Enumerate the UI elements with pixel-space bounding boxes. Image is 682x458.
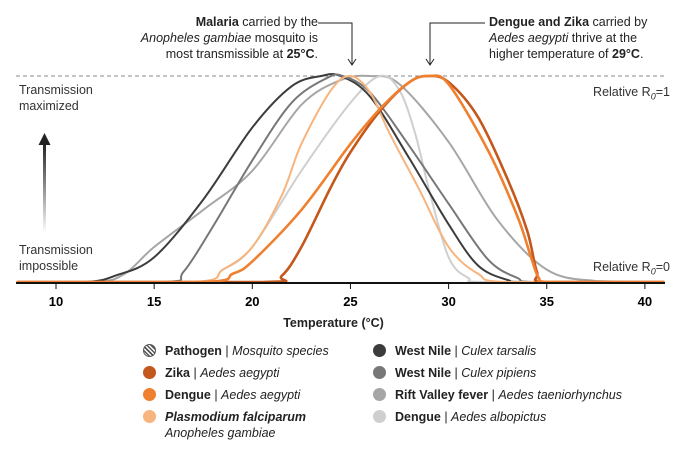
label-top-left-line2: maximized bbox=[19, 99, 79, 113]
label-relative-r0-1: Relative R0=1 bbox=[593, 84, 670, 105]
label-r0-sub: 0 bbox=[650, 266, 656, 277]
legend-item: Dengue | Aedes albopictus bbox=[373, 409, 546, 425]
label-bottom-left-line1: Transmission bbox=[19, 243, 93, 257]
annotation-left-temp: 25°C bbox=[286, 47, 315, 61]
x-tick-label: 30 bbox=[441, 294, 455, 309]
legend-swatch-icon bbox=[143, 410, 156, 423]
legend-swatch-icon bbox=[143, 388, 156, 401]
legend-item: Rift Valley fever | Aedes taeniorhynchus bbox=[373, 387, 622, 403]
annotation-left-text2: mosquito is bbox=[251, 31, 318, 45]
legend-item: Pathogen | Mosquito species bbox=[143, 343, 329, 359]
x-tick-label: 10 bbox=[49, 294, 63, 309]
label-r0-sub: 0 bbox=[650, 91, 656, 102]
legend-swatch-icon bbox=[143, 344, 156, 357]
legend-pathogen: Plasmodium falciparum bbox=[165, 410, 307, 424]
label-transmission-maximized: Transmission maximized bbox=[19, 82, 93, 114]
label-r0-val: =1 bbox=[655, 85, 670, 99]
legend-mosquito: Aedes aegypti bbox=[221, 388, 301, 402]
x-tick-label: 25 bbox=[343, 294, 357, 309]
legend-mosquito: Aedes taeniorhynchus bbox=[498, 388, 623, 402]
legend-pathogen: Dengue bbox=[395, 410, 441, 424]
series-line-dengue-aedes-albopictus bbox=[16, 74, 665, 284]
annotation-right-leader bbox=[429, 22, 485, 64]
legend-swatch-icon bbox=[373, 410, 386, 423]
legend-mosquito: Culex tarsalis bbox=[461, 344, 537, 358]
legend-pathogen: Pathogen bbox=[165, 344, 222, 358]
legend-text: Pathogen | Mosquito species bbox=[165, 344, 329, 358]
legend-text: Plasmodium falciparum Anopheles gambiae bbox=[165, 409, 306, 441]
annotation-left: Malaria carried by the Anopheles gambiae… bbox=[141, 14, 318, 62]
legend-text: Dengue | Aedes albopictus bbox=[395, 410, 547, 424]
legend-pathogen: Rift Valley fever bbox=[395, 388, 489, 402]
legend-mosquito: Aedes albopictus bbox=[451, 410, 547, 424]
legend-item: Dengue | Aedes aegypti bbox=[143, 387, 300, 403]
legend-text: Zika | Aedes aegypti bbox=[165, 366, 280, 380]
annotation-right-arrowhead bbox=[425, 58, 435, 66]
x-tick-label: 15 bbox=[147, 294, 161, 309]
annotation-right-period: . bbox=[639, 47, 644, 61]
label-transmission-impossible: Transmission impossible bbox=[19, 242, 93, 274]
series-line-rift-valley-fever-aedes-taeniorhynchus bbox=[16, 74, 665, 284]
legend-text: Dengue | Aedes aegypti bbox=[165, 388, 301, 402]
annotation-right-species: Aedes aegypti bbox=[489, 31, 569, 45]
legend-text: Rift Valley fever | Aedes taeniorhynchus bbox=[395, 388, 623, 402]
annotation-left-leader bbox=[318, 22, 353, 64]
series-line-west-nile-culex-pipiens bbox=[16, 73, 665, 284]
legend-item: West Nile | Culex tarsalis bbox=[373, 343, 536, 359]
legend-mosquito: Culex pipiens bbox=[461, 366, 537, 380]
x-tick-label: 40 bbox=[638, 294, 652, 309]
label-r0-text: Relative R bbox=[593, 85, 651, 99]
annotation-right-temp: 29°C bbox=[612, 47, 640, 61]
annotation-left-arrowhead bbox=[347, 58, 357, 66]
legend-item: Plasmodium falciparum Anopheles gambiae bbox=[143, 409, 306, 441]
legend-swatch-icon bbox=[373, 366, 386, 379]
transmission-arrow-head bbox=[38, 133, 51, 145]
legend-text: West Nile | Culex tarsalis bbox=[395, 344, 537, 358]
legend-text: West Nile | Culex pipiens bbox=[395, 366, 537, 380]
annotation-left-bold: Malaria bbox=[195, 15, 239, 29]
label-r0-text: Relative R bbox=[593, 260, 651, 274]
label-top-left-line1: Transmission bbox=[19, 83, 93, 97]
annotation-right-text: carried by bbox=[589, 15, 648, 29]
annotation-left-species: Anopheles gambiae bbox=[140, 31, 252, 45]
transmission-arrow-shaft bbox=[43, 143, 46, 233]
series-line-plasmodium-falciparum-anopheles-gambiae bbox=[16, 74, 665, 284]
label-bottom-left-line2: impossible bbox=[19, 259, 79, 273]
x-tick-label: 20 bbox=[245, 294, 259, 309]
annotation-right: Dengue and Zika carried by Aedes aegypti… bbox=[489, 14, 647, 62]
legend-pathogen: West Nile bbox=[395, 344, 452, 358]
legend-mosquito: Aedes aegypti bbox=[200, 366, 280, 380]
annotation-left-text: carried by the bbox=[238, 15, 318, 29]
x-ticks: 10 15 20 25 30 35 40 bbox=[49, 283, 652, 309]
legend-pathogen: Dengue bbox=[165, 388, 211, 402]
annotation-left-period: . bbox=[314, 47, 318, 61]
legend-mosquito: Anopheles gambiae bbox=[165, 426, 276, 440]
annotation-right-text2: thrive at the bbox=[568, 31, 638, 45]
series-line-zika-aedes-aegypti bbox=[16, 74, 665, 284]
annotation-right-text3: higher temperature of bbox=[489, 47, 612, 61]
legend-pathogen: West Nile bbox=[395, 366, 452, 380]
legend-item: Zika | Aedes aegypti bbox=[143, 365, 279, 381]
annotation-right-bold: Dengue and Zika bbox=[489, 15, 590, 29]
legend-mosquito: Mosquito species bbox=[232, 344, 329, 358]
label-relative-r0-0: Relative R0=0 bbox=[593, 259, 670, 280]
legend-swatch-icon bbox=[373, 388, 386, 401]
series-line-west-nile-culex-tarsalis bbox=[16, 73, 665, 284]
annotation-left-text3: most transmissible at bbox=[165, 47, 287, 61]
legend-swatch-icon bbox=[143, 366, 156, 379]
x-tick-label: 35 bbox=[540, 294, 554, 309]
legend-pathogen: Zika bbox=[165, 366, 191, 380]
x-axis-title: Temperature (°C) bbox=[283, 316, 384, 330]
series-line-dengue-aedes-aegypti bbox=[16, 74, 665, 284]
legend-swatch-icon bbox=[373, 344, 386, 357]
label-r0-val: =0 bbox=[655, 260, 670, 274]
legend-item: West Nile | Culex pipiens bbox=[373, 365, 536, 381]
series-curves bbox=[16, 73, 665, 284]
